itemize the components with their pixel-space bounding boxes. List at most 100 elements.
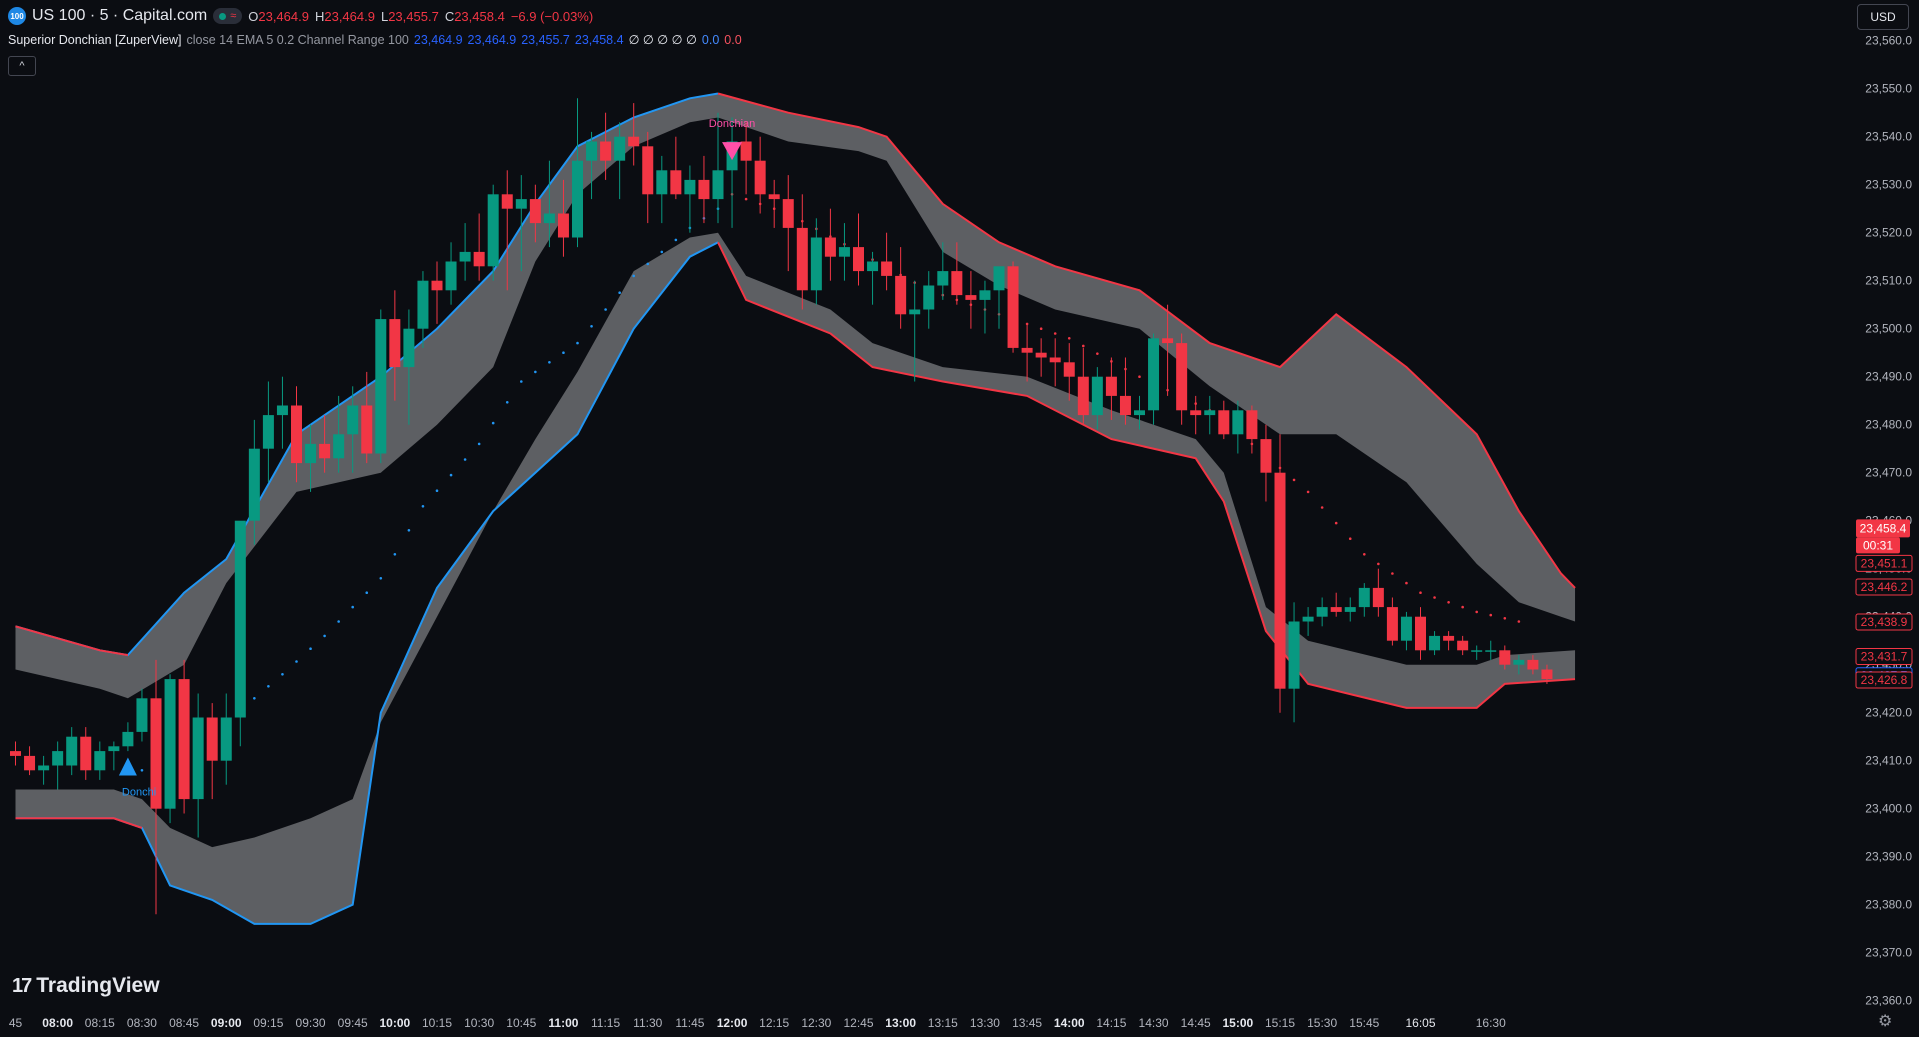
candle[interactable] — [38, 755, 50, 785]
candle[interactable] — [164, 674, 176, 824]
candle[interactable] — [1386, 597, 1398, 646]
candle[interactable] — [838, 223, 850, 281]
candle[interactable] — [459, 223, 471, 281]
candle[interactable] — [403, 309, 415, 425]
candles[interactable] — [10, 98, 1553, 915]
candle[interactable] — [1232, 400, 1244, 454]
candle[interactable] — [24, 746, 36, 776]
candle[interactable] — [206, 703, 218, 800]
candle[interactable] — [1148, 333, 1160, 425]
candle[interactable] — [1246, 405, 1258, 454]
candle[interactable] — [628, 103, 640, 166]
candle[interactable] — [586, 131, 598, 200]
candle[interactable] — [853, 213, 864, 286]
candle[interactable] — [1527, 655, 1539, 675]
candle[interactable] — [1134, 395, 1145, 430]
candle[interactable] — [1302, 607, 1314, 636]
candle[interactable] — [782, 175, 794, 272]
candle[interactable] — [1260, 424, 1272, 502]
candle[interactable] — [979, 280, 991, 334]
candle[interactable] — [614, 122, 626, 200]
candle[interactable] — [572, 98, 583, 248]
candle[interactable] — [557, 179, 569, 257]
candle[interactable] — [642, 131, 654, 224]
indicator-name[interactable]: Superior Donchian [ZuperView] — [8, 32, 182, 47]
candle[interactable] — [937, 242, 949, 300]
candle[interactable] — [867, 251, 879, 305]
candle[interactable] — [796, 194, 808, 310]
candle[interactable] — [150, 659, 162, 915]
candle[interactable] — [895, 247, 907, 329]
candle[interactable] — [698, 155, 710, 224]
candle[interactable] — [1077, 347, 1089, 425]
candle[interactable] — [726, 117, 738, 228]
candle[interactable] — [656, 155, 668, 224]
candle[interactable] — [1499, 645, 1511, 670]
candle[interactable] — [600, 112, 612, 180]
candle[interactable] — [1358, 583, 1370, 617]
candle[interactable] — [1105, 357, 1117, 420]
candle[interactable] — [951, 242, 963, 305]
candle[interactable] — [1400, 611, 1412, 651]
chevron-up-icon[interactable]: ^ — [8, 56, 36, 76]
candle[interactable] — [445, 242, 457, 305]
candle[interactable] — [431, 261, 443, 324]
symbol-logo-icon[interactable]: 100 — [8, 7, 26, 25]
candle[interactable] — [10, 741, 21, 766]
candle[interactable] — [1457, 635, 1469, 656]
candle[interactable] — [1091, 367, 1103, 430]
candle[interactable] — [543, 160, 555, 248]
candle[interactable] — [1063, 343, 1075, 401]
candle[interactable] — [965, 271, 977, 329]
candle[interactable] — [881, 232, 893, 291]
candle[interactable] — [1443, 631, 1455, 651]
candle[interactable] — [305, 424, 317, 492]
candle[interactable] — [1218, 400, 1230, 440]
candle[interactable] — [1415, 607, 1426, 660]
candle[interactable] — [347, 386, 359, 473]
candle[interactable] — [515, 175, 527, 272]
candle[interactable] — [122, 722, 134, 752]
tradingview-logo[interactable]: 17 TradingView — [12, 974, 160, 998]
candle[interactable] — [319, 415, 331, 473]
candle[interactable] — [1471, 645, 1483, 660]
candle[interactable] — [740, 122, 752, 195]
candle[interactable] — [1021, 323, 1033, 382]
candle[interactable] — [417, 271, 429, 348]
candle[interactable] — [136, 688, 148, 742]
candle[interactable] — [276, 376, 288, 449]
indicator-legend[interactable]: Superior Donchian [ZuperView] close 14 E… — [8, 32, 742, 48]
candle[interactable] — [1274, 434, 1286, 713]
candle[interactable] — [1429, 631, 1441, 656]
candle[interactable] — [824, 208, 836, 281]
candle[interactable] — [1288, 602, 1300, 723]
candle[interactable] — [1541, 664, 1553, 684]
candle[interactable] — [375, 309, 387, 464]
market-status-pill[interactable]: ≈ — [213, 8, 243, 24]
candle[interactable] — [712, 112, 724, 224]
candle[interactable] — [529, 184, 541, 243]
candle[interactable] — [1162, 304, 1174, 396]
candle[interactable] — [1035, 338, 1047, 377]
candle[interactable] — [670, 136, 682, 200]
candle[interactable] — [768, 179, 780, 228]
candle[interactable] — [80, 727, 92, 780]
candle[interactable] — [248, 419, 260, 545]
candle[interactable] — [810, 218, 822, 305]
candle[interactable] — [52, 741, 64, 790]
candle[interactable] — [389, 290, 401, 401]
candle[interactable] — [1190, 395, 1202, 435]
candle[interactable] — [333, 395, 345, 473]
candle[interactable] — [234, 520, 246, 747]
candle[interactable] — [487, 184, 499, 281]
candle[interactable] — [909, 280, 921, 382]
candle[interactable] — [684, 165, 696, 233]
candle[interactable] — [361, 371, 373, 464]
candle[interactable] — [192, 693, 204, 838]
candle[interactable] — [220, 693, 232, 785]
candle[interactable] — [108, 741, 120, 771]
candle[interactable] — [94, 741, 106, 780]
candle[interactable] — [1176, 333, 1188, 425]
candle[interactable] — [262, 381, 274, 483]
